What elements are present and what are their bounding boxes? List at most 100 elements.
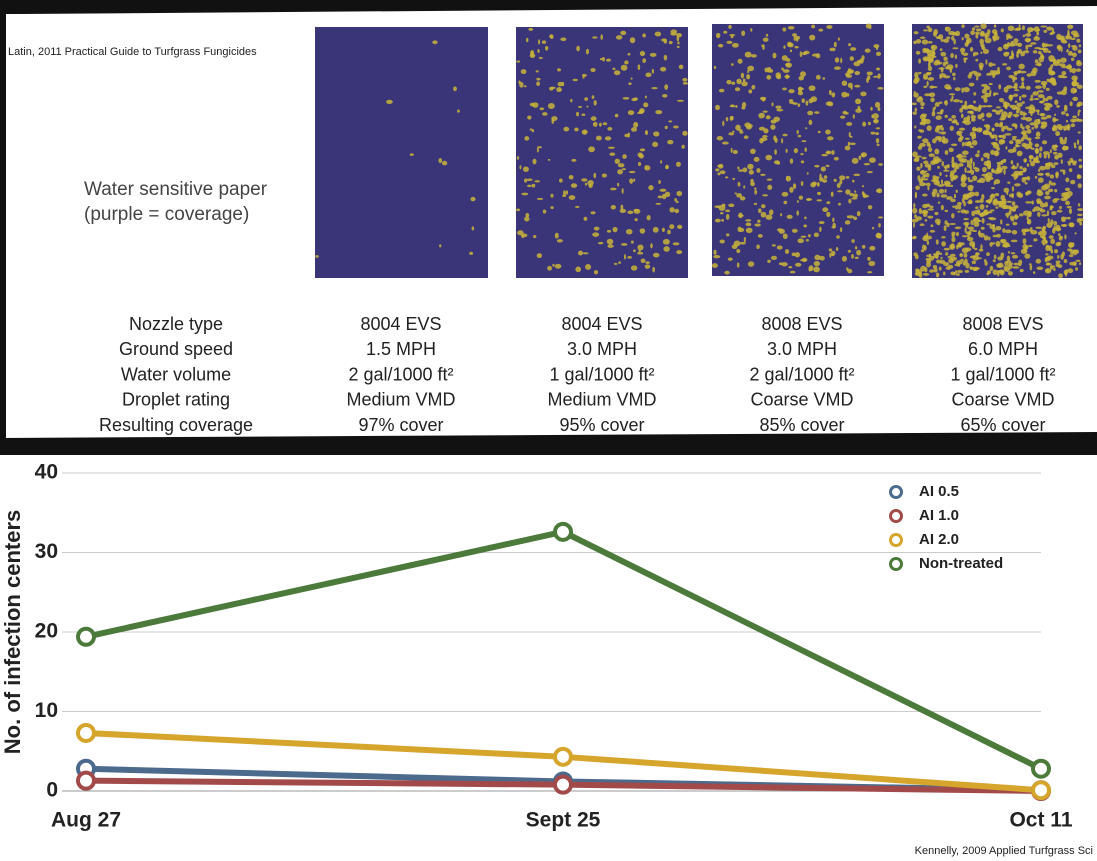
droplet bbox=[1014, 89, 1019, 91]
droplet bbox=[773, 135, 776, 140]
droplet bbox=[1061, 38, 1066, 43]
droplet bbox=[754, 223, 760, 226]
droplet bbox=[788, 266, 792, 268]
droplet bbox=[761, 204, 765, 208]
droplet bbox=[576, 112, 579, 117]
droplet bbox=[808, 234, 811, 237]
droplet bbox=[955, 226, 962, 229]
droplet bbox=[951, 115, 956, 119]
droplet bbox=[831, 191, 834, 196]
droplet bbox=[916, 216, 922, 220]
droplet bbox=[585, 264, 591, 270]
droplet bbox=[1045, 257, 1050, 262]
droplet bbox=[821, 154, 828, 156]
droplet bbox=[521, 193, 528, 196]
droplet bbox=[951, 143, 957, 146]
droplet bbox=[1035, 176, 1037, 179]
droplet bbox=[867, 257, 871, 261]
droplet bbox=[988, 217, 993, 219]
droplet bbox=[1023, 210, 1030, 215]
droplet bbox=[640, 51, 645, 56]
droplet bbox=[576, 46, 580, 52]
droplet bbox=[920, 102, 925, 106]
droplet bbox=[747, 164, 753, 170]
droplet bbox=[1048, 218, 1050, 223]
droplet bbox=[935, 219, 941, 224]
droplet bbox=[1041, 81, 1047, 85]
droplet bbox=[1027, 163, 1029, 167]
droplet bbox=[1067, 49, 1069, 53]
droplet bbox=[725, 209, 730, 212]
droplet bbox=[986, 273, 989, 276]
droplet bbox=[617, 183, 619, 187]
droplet bbox=[1015, 139, 1021, 142]
x-tick-label: Oct 11 bbox=[1009, 809, 1072, 832]
droplet bbox=[584, 217, 588, 221]
cell: 2 gal/1000 ft² bbox=[348, 364, 453, 384]
droplet bbox=[664, 84, 668, 90]
droplet bbox=[523, 167, 529, 172]
droplet bbox=[920, 129, 925, 132]
droplet bbox=[1041, 185, 1048, 190]
droplet bbox=[1058, 233, 1061, 236]
droplet bbox=[1064, 234, 1066, 239]
droplet bbox=[682, 131, 687, 136]
droplet bbox=[1051, 211, 1056, 215]
droplet bbox=[1031, 200, 1034, 204]
droplet bbox=[846, 74, 852, 78]
droplet bbox=[936, 193, 939, 198]
droplet bbox=[741, 81, 748, 86]
droplet bbox=[663, 239, 670, 245]
droplet bbox=[1023, 238, 1027, 244]
droplet bbox=[846, 267, 848, 271]
droplet bbox=[869, 246, 875, 251]
droplet bbox=[620, 31, 626, 35]
droplet bbox=[612, 227, 617, 232]
droplet bbox=[782, 192, 789, 197]
droplet bbox=[609, 152, 615, 155]
droplet bbox=[1011, 252, 1016, 254]
droplet bbox=[732, 244, 738, 249]
droplet bbox=[961, 182, 967, 187]
droplet bbox=[1042, 48, 1047, 51]
droplet bbox=[735, 105, 737, 108]
droplet bbox=[763, 110, 768, 112]
droplet bbox=[867, 71, 873, 75]
droplet bbox=[941, 161, 944, 166]
droplet bbox=[1069, 208, 1072, 214]
droplet bbox=[936, 36, 941, 39]
droplet bbox=[1044, 154, 1047, 159]
legend-label: Non-treated bbox=[919, 555, 1003, 572]
point-marker bbox=[555, 777, 571, 793]
droplet bbox=[587, 180, 593, 186]
droplet bbox=[1023, 111, 1026, 117]
droplet bbox=[923, 76, 928, 79]
droplet bbox=[970, 256, 977, 259]
droplet bbox=[984, 259, 986, 262]
droplet bbox=[974, 25, 979, 27]
droplet bbox=[930, 230, 936, 233]
droplet bbox=[658, 195, 663, 198]
droplet bbox=[998, 84, 1001, 89]
droplet bbox=[811, 25, 815, 29]
droplet bbox=[845, 220, 850, 224]
droplet bbox=[853, 114, 855, 118]
droplet bbox=[754, 157, 760, 162]
droplet bbox=[655, 203, 661, 205]
droplet bbox=[1056, 34, 1061, 40]
droplet bbox=[993, 143, 999, 148]
droplet bbox=[1014, 183, 1021, 186]
droplet bbox=[776, 161, 780, 164]
droplet bbox=[951, 121, 957, 124]
droplet bbox=[876, 138, 879, 143]
droplet bbox=[801, 236, 807, 238]
droplet bbox=[726, 80, 731, 85]
droplet bbox=[952, 73, 956, 76]
droplet bbox=[956, 155, 961, 159]
droplet bbox=[1064, 192, 1069, 194]
droplet bbox=[949, 223, 955, 225]
droplet bbox=[1054, 198, 1060, 200]
cell: Coarse VMD bbox=[750, 390, 853, 410]
droplet bbox=[990, 266, 994, 271]
droplet bbox=[777, 245, 783, 249]
